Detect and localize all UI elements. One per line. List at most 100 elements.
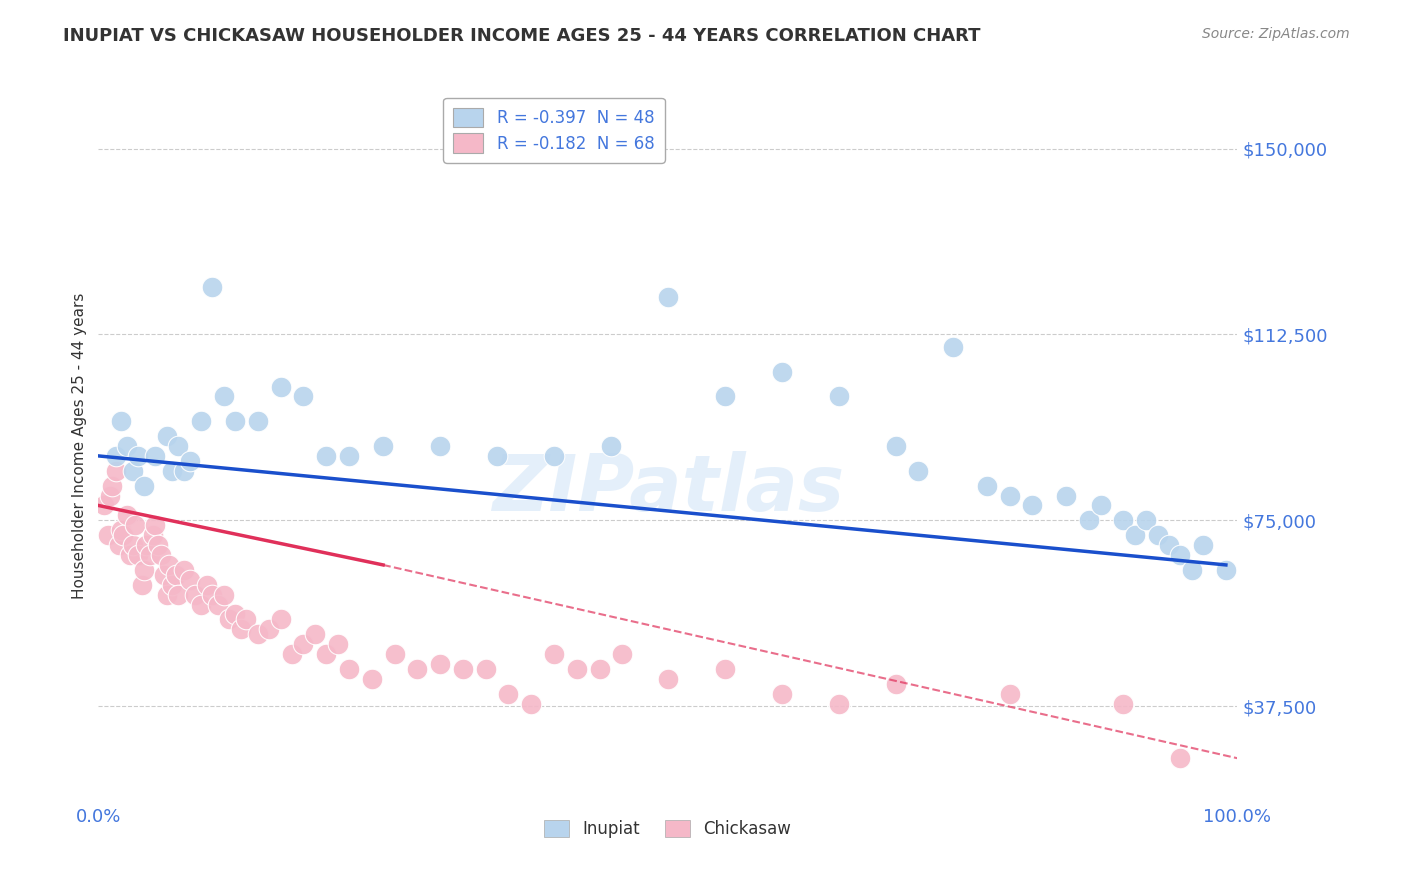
Point (145, 449, 167, 463)
Point (292, 389, 315, 403)
Point (127, 548, 149, 562)
Point (998, 489, 1021, 503)
Point (1056, 489, 1078, 503)
Point (360, 672, 382, 686)
Point (657, 672, 679, 686)
Point (1112, 513, 1135, 527)
Point (195, 578, 218, 592)
Point (115, 439, 138, 453)
Point (1215, 563, 1237, 577)
Point (942, 340, 965, 354)
Point (96, 528, 118, 542)
Point (179, 573, 201, 587)
Point (218, 612, 240, 626)
Point (138, 548, 160, 562)
Point (104, 449, 127, 463)
Point (212, 389, 235, 403)
Point (131, 578, 153, 592)
Point (224, 607, 246, 622)
Point (162, 464, 184, 478)
Point (224, 414, 246, 428)
Point (770, 365, 793, 379)
Point (429, 439, 451, 453)
Point (121, 538, 143, 552)
Point (1146, 528, 1168, 542)
Point (884, 677, 907, 691)
Point (315, 647, 337, 661)
Point (173, 563, 195, 577)
Point (907, 464, 929, 478)
Point (132, 478, 155, 492)
Point (371, 439, 394, 453)
Point (184, 588, 207, 602)
Point (156, 588, 179, 602)
Point (93, 499, 115, 513)
Point (337, 449, 360, 463)
Point (1170, 751, 1192, 765)
Point (229, 623, 252, 637)
Point (543, 449, 565, 463)
Point (770, 687, 793, 701)
Point (167, 439, 190, 453)
Point (173, 464, 195, 478)
Point (167, 588, 190, 602)
Point (153, 567, 176, 582)
Point (121, 464, 143, 478)
Point (384, 647, 406, 661)
Point (326, 637, 349, 651)
Point (201, 588, 224, 602)
Point (565, 662, 588, 676)
Point (657, 290, 679, 304)
Point (884, 439, 907, 453)
Point (304, 627, 326, 641)
Point (281, 647, 304, 661)
Point (1181, 563, 1204, 577)
Point (998, 687, 1021, 701)
Point (429, 657, 451, 671)
Point (142, 528, 165, 542)
Point (246, 627, 269, 641)
Point (828, 697, 851, 711)
Point (1135, 513, 1157, 527)
Point (600, 439, 623, 453)
Point (828, 389, 851, 403)
Point (235, 612, 257, 626)
Point (157, 558, 180, 572)
Point (212, 588, 235, 602)
Point (112, 528, 135, 542)
Point (162, 578, 184, 592)
Point (315, 449, 337, 463)
Point (1157, 538, 1180, 552)
Point (543, 647, 565, 661)
Point (108, 538, 131, 552)
Point (246, 414, 269, 428)
Point (124, 518, 146, 533)
Point (190, 414, 212, 428)
Legend: Inupiat, Chickasaw: Inupiat, Chickasaw (537, 813, 799, 845)
Point (156, 429, 179, 443)
Point (1123, 528, 1146, 542)
Point (612, 647, 634, 661)
Text: ZIPatlas: ZIPatlas (492, 450, 844, 527)
Point (165, 567, 187, 582)
Point (498, 687, 520, 701)
Point (259, 623, 281, 637)
Point (714, 662, 737, 676)
Point (337, 662, 360, 676)
Point (115, 508, 138, 523)
Text: Source: ZipAtlas.com: Source: ZipAtlas.com (1202, 27, 1350, 41)
Point (520, 697, 543, 711)
Point (101, 478, 124, 492)
Point (1112, 697, 1135, 711)
Y-axis label: Householder Income Ages 25 - 44 years: Householder Income Ages 25 - 44 years (72, 293, 87, 599)
Point (292, 637, 315, 651)
Point (1078, 513, 1101, 527)
Point (150, 548, 173, 562)
Text: INUPIAT VS CHICKASAW HOUSEHOLDER INCOME AGES 25 - 44 YEARS CORRELATION CHART: INUPIAT VS CHICKASAW HOUSEHOLDER INCOME … (63, 27, 981, 45)
Point (486, 449, 509, 463)
Point (190, 598, 212, 612)
Point (201, 280, 224, 294)
Point (110, 414, 132, 428)
Point (104, 464, 127, 478)
Point (1170, 548, 1192, 562)
